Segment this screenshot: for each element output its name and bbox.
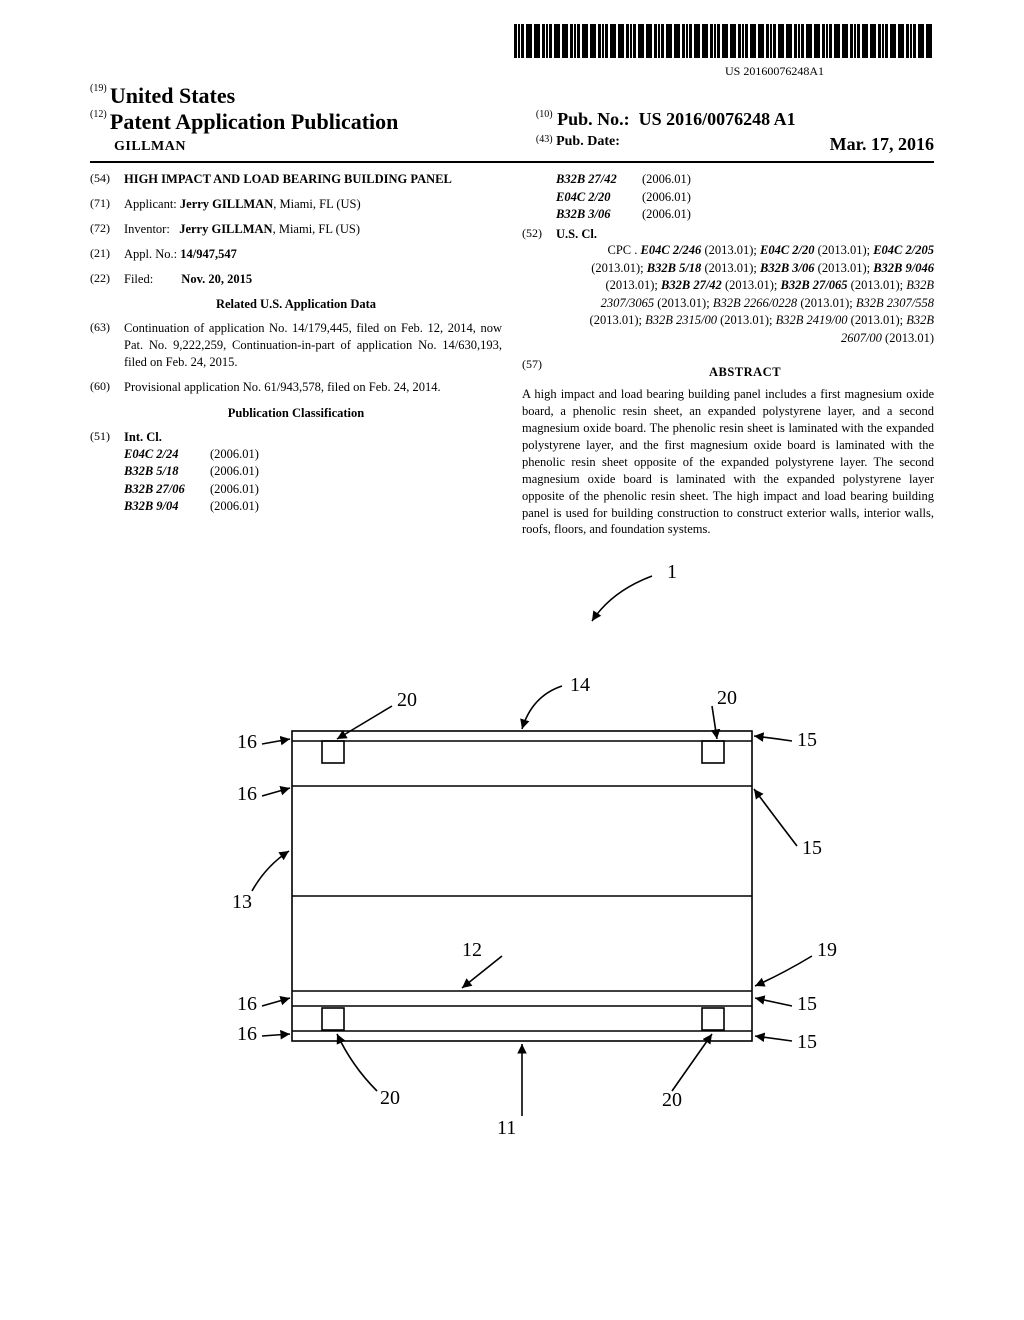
c60-entry: (60) Provisional application No. 61/943,… bbox=[90, 379, 502, 396]
pubdate: Mar. 17, 2016 bbox=[830, 134, 934, 155]
fig-label-15: 15 bbox=[802, 837, 822, 859]
abstract-body: A high impact and load bearing building … bbox=[522, 386, 934, 538]
header: (19) United States (12) Patent Applicati… bbox=[90, 83, 934, 155]
pub-type-code: (12) bbox=[90, 109, 107, 120]
pubclass-head: Publication Classification bbox=[90, 406, 502, 421]
fig-label-20: 20 bbox=[397, 689, 417, 711]
pubno-code: (10) bbox=[536, 109, 553, 120]
pubdate-code: (43) bbox=[536, 134, 553, 145]
applno-entry: (21) Appl. No.: 14/947,547 bbox=[90, 246, 502, 263]
uscl-code: (52) bbox=[522, 226, 556, 348]
filed-body: Filed: Nov. 20, 2015 bbox=[124, 271, 502, 288]
applicant-body: Applicant: Jerry GILLMAN, Miami, FL (US) bbox=[124, 196, 502, 213]
c60-code: (60) bbox=[90, 379, 124, 396]
fig-label-16: 16 bbox=[237, 783, 257, 805]
columns: (54) HIGH IMPACT AND LOAD BEARING BUILDI… bbox=[90, 171, 934, 538]
c63-text: Continuation of application No. 14/179,4… bbox=[124, 320, 502, 371]
surname: GILLMAN bbox=[90, 139, 528, 155]
country-code: (19) bbox=[90, 83, 107, 94]
intcl-body: Int. Cl. E04C 2/24(2006.01) B32B 5/18(20… bbox=[124, 429, 502, 516]
applno-label: Appl. No.: bbox=[124, 247, 177, 261]
barcode-number: US 20160076248A1 bbox=[90, 64, 824, 79]
intcl-row: E04C 2/24(2006.01) bbox=[124, 446, 502, 464]
abstract-row: (57) ABSTRACT bbox=[522, 357, 934, 386]
uscl-label: U.S. Cl. bbox=[556, 226, 934, 243]
c63-code: (63) bbox=[90, 320, 124, 371]
uscl-body: U.S. Cl. CPC . E04C 2/246 (2013.01); E04… bbox=[556, 226, 934, 348]
intcl-row: B32B 27/06(2006.01) bbox=[124, 481, 502, 499]
filed-entry: (22) Filed: Nov. 20, 2015 bbox=[90, 271, 502, 288]
fig-label-15: 15 bbox=[797, 1031, 817, 1053]
inventor-name: Jerry GILLMAN bbox=[179, 222, 272, 236]
fig-label-12: 12 bbox=[462, 939, 482, 961]
intcl-code: (51) bbox=[90, 429, 124, 516]
inventor-code: (72) bbox=[90, 221, 124, 238]
fig-label-20: 20 bbox=[717, 687, 737, 709]
barcode-graphic bbox=[514, 24, 934, 58]
c63-entry: (63) Continuation of application No. 14/… bbox=[90, 320, 502, 371]
fig-label-15: 15 bbox=[797, 993, 817, 1015]
abstract-head: ABSTRACT bbox=[556, 365, 934, 380]
country-name: United States bbox=[110, 83, 235, 108]
applicant-label: Applicant: bbox=[124, 197, 177, 211]
pub-type-row: (12) Patent Application Publication bbox=[90, 109, 528, 135]
intcl-row: B32B 9/04(2006.01) bbox=[124, 498, 502, 516]
fig-label-11: 11 bbox=[497, 1117, 516, 1139]
intcl-label: Int. Cl. bbox=[124, 429, 502, 446]
fig-label-1: 1 bbox=[667, 561, 677, 583]
pubdate-row: (43) Pub. Date: Mar. 17, 2016 bbox=[536, 134, 934, 150]
pubdate-label: Pub. Date: bbox=[556, 134, 620, 149]
inventor-entry: (72) Inventor: Jerry GILLMAN, Miami, FL … bbox=[90, 221, 502, 238]
fig-label-14: 14 bbox=[570, 674, 590, 696]
title-entry: (54) HIGH IMPACT AND LOAD BEARING BUILDI… bbox=[90, 171, 502, 188]
fig-label-13: 13 bbox=[232, 891, 252, 913]
pubno-label: Pub. No.: bbox=[557, 109, 630, 129]
fig-label-16: 16 bbox=[237, 993, 257, 1015]
applicant-entry: (71) Applicant: Jerry GILLMAN, Miami, FL… bbox=[90, 196, 502, 213]
fig-label-16: 16 bbox=[237, 731, 257, 753]
applicant-name: Jerry GILLMAN bbox=[180, 197, 273, 211]
intcl-cont-table: B32B 27/42(2006.01) E04C 2/20(2006.01) B… bbox=[556, 171, 968, 224]
fig-label-16: 16 bbox=[237, 1023, 257, 1045]
col-left: (54) HIGH IMPACT AND LOAD BEARING BUILDI… bbox=[90, 171, 502, 538]
intcl-entry: (51) Int. Cl. E04C 2/24(2006.01) B32B 5/… bbox=[90, 429, 502, 516]
uscl-entry: (52) U.S. Cl. CPC . E04C 2/246 (2013.01)… bbox=[522, 226, 934, 348]
filed-date: Nov. 20, 2015 bbox=[181, 272, 252, 286]
title-code: (54) bbox=[90, 171, 124, 188]
filed-code: (22) bbox=[90, 271, 124, 288]
pubno-row: (10) Pub. No.: US 2016/0076248 A1 bbox=[536, 109, 934, 130]
country-row: (19) United States bbox=[90, 83, 528, 109]
applno-body: Appl. No.: 14/947,547 bbox=[124, 246, 502, 263]
abstract-code: (57) bbox=[522, 357, 556, 386]
intcl-table: E04C 2/24(2006.01) B32B 5/18(2006.01) B3… bbox=[124, 446, 502, 516]
related-head: Related U.S. Application Data bbox=[90, 297, 502, 312]
barcode-region: US 20160076248A1 bbox=[90, 24, 934, 79]
intcl-row: B32B 27/42(2006.01) bbox=[556, 171, 968, 189]
inventor-label: Inventor: bbox=[124, 222, 170, 236]
fig-label-20: 20 bbox=[662, 1089, 682, 1111]
col-right: B32B 27/42(2006.01) E04C 2/20(2006.01) B… bbox=[522, 171, 934, 538]
applno-code: (21) bbox=[90, 246, 124, 263]
fig-label-15: 15 bbox=[797, 729, 817, 751]
header-left: (19) United States (12) Patent Applicati… bbox=[90, 83, 528, 155]
fig-label-20: 20 bbox=[380, 1087, 400, 1109]
applicant-code: (71) bbox=[90, 196, 124, 213]
intcl-row: B32B 3/06(2006.01) bbox=[556, 206, 968, 224]
divider-top bbox=[90, 161, 934, 163]
uscl-text: CPC . E04C 2/246 (2013.01); E04C 2/20 (2… bbox=[556, 242, 934, 347]
inventor-body: Inventor: Jerry GILLMAN, Miami, FL (US) bbox=[124, 221, 502, 238]
pubno: US 2016/0076248 A1 bbox=[639, 109, 796, 129]
header-right: (10) Pub. No.: US 2016/0076248 A1 (43) P… bbox=[528, 83, 934, 155]
title-text: HIGH IMPACT AND LOAD BEARING BUILDING PA… bbox=[124, 171, 502, 188]
figure: 1 14 20 20 bbox=[90, 556, 934, 1176]
filed-label: Filed: bbox=[124, 272, 153, 286]
intcl-row: E04C 2/20(2006.01) bbox=[556, 189, 968, 207]
intcl-row: B32B 5/18(2006.01) bbox=[124, 463, 502, 481]
c60-text: Provisional application No. 61/943,578, … bbox=[124, 379, 502, 396]
fig-label-19: 19 bbox=[817, 939, 837, 961]
applno: 14/947,547 bbox=[180, 247, 237, 261]
pub-type: Patent Application Publication bbox=[110, 109, 398, 134]
figure-svg: 1 14 20 20 bbox=[162, 556, 862, 1176]
